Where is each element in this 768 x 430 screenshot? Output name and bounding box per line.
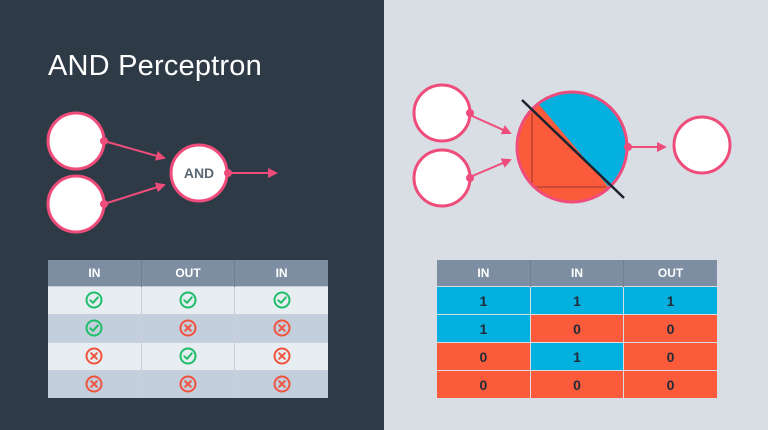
edge-input1-to-perceptron xyxy=(469,114,512,135)
decision-boundary-line xyxy=(521,99,625,199)
and-node-label: AND xyxy=(184,165,214,181)
edge-input1-to-and xyxy=(103,140,166,161)
check-icon xyxy=(179,291,197,309)
table-cell xyxy=(140,286,235,315)
column-header: IN xyxy=(48,260,142,287)
table-cell: 1 xyxy=(529,286,624,315)
cross-icon xyxy=(85,375,103,393)
output-node xyxy=(672,115,732,175)
table-cell xyxy=(140,370,235,398)
left-network: AND xyxy=(46,111,278,234)
check-icon xyxy=(273,291,291,309)
page-title: AND Perceptron xyxy=(48,50,262,82)
right-network xyxy=(412,83,732,208)
table-cell: 0 xyxy=(529,314,624,343)
table-cell xyxy=(48,286,142,315)
input-node-2 xyxy=(412,148,472,208)
table-cell xyxy=(140,342,235,371)
port-dot xyxy=(100,200,108,208)
cross-icon xyxy=(273,319,291,337)
check-icon xyxy=(85,291,103,309)
table-row xyxy=(48,314,328,343)
table-cell xyxy=(48,342,142,371)
table-cell: 1 xyxy=(437,286,531,315)
table-cell: 0 xyxy=(529,370,624,398)
table-header-row: IN IN OUT xyxy=(437,260,717,287)
check-icon xyxy=(85,319,103,337)
cross-icon xyxy=(179,375,197,393)
cross-icon xyxy=(273,347,291,365)
truth-table-icons: IN OUT IN xyxy=(48,260,328,398)
port-dot xyxy=(624,143,632,151)
table-cell xyxy=(48,370,142,398)
column-header: OUT xyxy=(623,260,717,287)
table-cell xyxy=(234,286,328,315)
table-cell: 1 xyxy=(437,314,531,343)
table-cell: 0 xyxy=(623,342,717,371)
table-cell: 0 xyxy=(437,342,531,371)
check-icon xyxy=(179,347,197,365)
table-cell xyxy=(234,342,328,371)
cross-icon xyxy=(85,347,103,365)
cross-icon xyxy=(273,375,291,393)
table-cell xyxy=(140,314,235,343)
table-row xyxy=(48,342,328,371)
input-node-2 xyxy=(46,174,106,234)
table-cell: 0 xyxy=(437,370,531,398)
table-cell: 1 xyxy=(623,286,717,315)
table-row xyxy=(48,286,328,315)
input-node-1 xyxy=(46,111,106,171)
cross-icon xyxy=(179,319,197,337)
table-cell: 0 xyxy=(623,370,717,398)
table-cell: 1 xyxy=(529,342,624,371)
input-node-1 xyxy=(412,83,472,143)
port-dot xyxy=(224,169,232,177)
table-header-row: IN OUT IN xyxy=(48,260,328,287)
port-dot xyxy=(466,174,474,182)
table-cell xyxy=(234,314,328,343)
table-cell xyxy=(48,314,142,343)
port-dot xyxy=(466,109,474,117)
table-row xyxy=(48,370,328,398)
edge-input2-to-perceptron xyxy=(469,158,512,178)
table-cell xyxy=(234,370,328,398)
table-cell: 0 xyxy=(623,314,717,343)
edge-input2-to-and xyxy=(103,182,166,205)
column-header: IN xyxy=(234,260,328,287)
column-header: OUT xyxy=(140,260,235,287)
port-dot xyxy=(100,137,108,145)
column-header: IN xyxy=(437,260,531,287)
column-header: IN xyxy=(529,260,624,287)
